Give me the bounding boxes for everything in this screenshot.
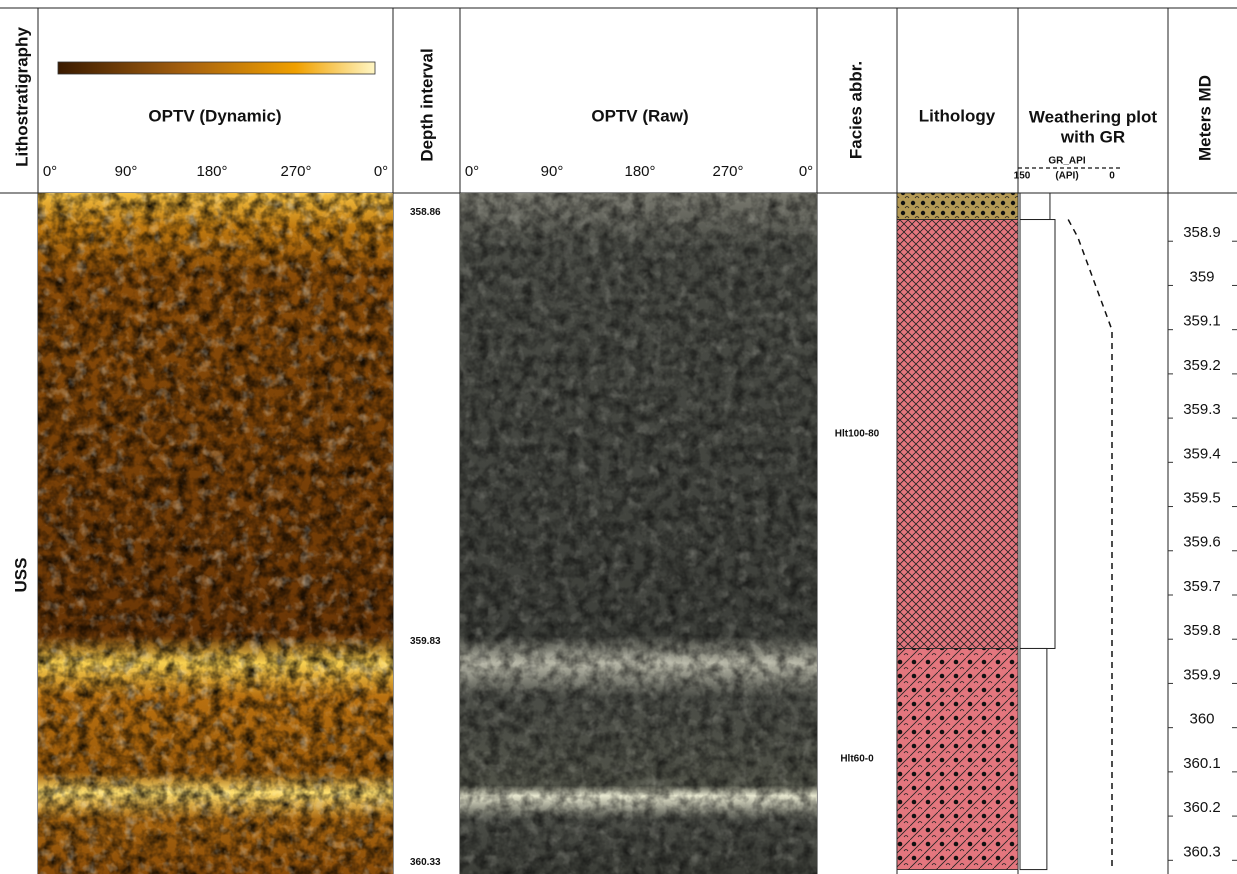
md-tick-label: 359.8 xyxy=(1183,622,1221,639)
weathering-bar xyxy=(1019,647,1048,871)
md-tick-label: 359.7 xyxy=(1183,578,1221,595)
gr-unit: (API) xyxy=(1055,171,1078,182)
weathering-bar xyxy=(1019,219,1056,649)
md-tick-label: 359 xyxy=(1189,268,1214,285)
header-lithostratigraphy: Lithostratigraphy xyxy=(12,27,31,167)
azimuth-tick-label: 0° xyxy=(43,163,57,180)
md-tick-label: 359.2 xyxy=(1183,357,1221,374)
md-tick-label: 359.5 xyxy=(1183,490,1221,507)
gr-tick-label: 0 xyxy=(1109,171,1115,182)
azimuth-tick-label: 90° xyxy=(541,163,564,180)
optv-dynamic-highlights xyxy=(38,193,393,874)
facies-label: Hlt100-80 xyxy=(835,429,880,440)
optv-raw-highlights xyxy=(460,193,817,874)
gr-tick-label: 150 xyxy=(1014,171,1031,182)
depth-interval-label: 359.83 xyxy=(410,636,441,647)
azimuth-tick-label: 0° xyxy=(374,163,388,180)
gr-curve xyxy=(1067,219,1113,870)
header-lithology: Lithology xyxy=(919,106,996,125)
color-bar xyxy=(57,61,376,75)
lithology-interval xyxy=(896,219,1019,649)
header-optv-raw: OPTV (Raw) xyxy=(591,106,688,125)
azimuth-tick-label: 180° xyxy=(196,163,227,180)
header-optv-dynamic: OPTV (Dynamic) xyxy=(148,106,281,125)
lithology-interval xyxy=(896,648,1019,870)
md-tick-label: 359.3 xyxy=(1183,401,1221,418)
depth-interval-label: 358.86 xyxy=(410,207,441,218)
azimuth-tick-label: 90° xyxy=(115,163,138,180)
md-tick-label: 359.9 xyxy=(1183,666,1221,683)
header-weathering: Weathering plot xyxy=(1029,107,1157,126)
md-tick-label: 359.1 xyxy=(1183,313,1221,330)
unit-label: USS xyxy=(11,558,30,593)
depth-interval-label: 360.33 xyxy=(410,857,441,868)
lithology-interval xyxy=(896,192,1019,220)
header-depth-interval: Depth interval xyxy=(417,48,436,161)
azimuth-tick-label: 270° xyxy=(280,163,311,180)
header-facies: Facies abbr. xyxy=(846,61,865,159)
azimuth-tick-label: 0° xyxy=(465,163,479,180)
md-tick-label: 360.2 xyxy=(1183,799,1221,816)
facies-label: Hlt60-0 xyxy=(840,754,874,765)
md-tick-label: 359.6 xyxy=(1183,534,1221,551)
md-tick-label: 360 xyxy=(1189,711,1214,728)
md-tick-label: 360.3 xyxy=(1183,843,1221,860)
header-weathering: with GR xyxy=(1060,127,1125,146)
gr-title: GR_API xyxy=(1048,156,1085,167)
md-tick-label: 358.9 xyxy=(1183,224,1221,241)
azimuth-tick-label: 0° xyxy=(799,163,813,180)
azimuth-tick-label: 270° xyxy=(712,163,743,180)
weathering-bar xyxy=(1019,192,1051,221)
md-tick-label: 360.1 xyxy=(1183,755,1221,772)
header-meters: Meters MD xyxy=(1195,75,1214,161)
azimuth-tick-label: 180° xyxy=(624,163,655,180)
md-tick-label: 359.4 xyxy=(1183,445,1221,462)
